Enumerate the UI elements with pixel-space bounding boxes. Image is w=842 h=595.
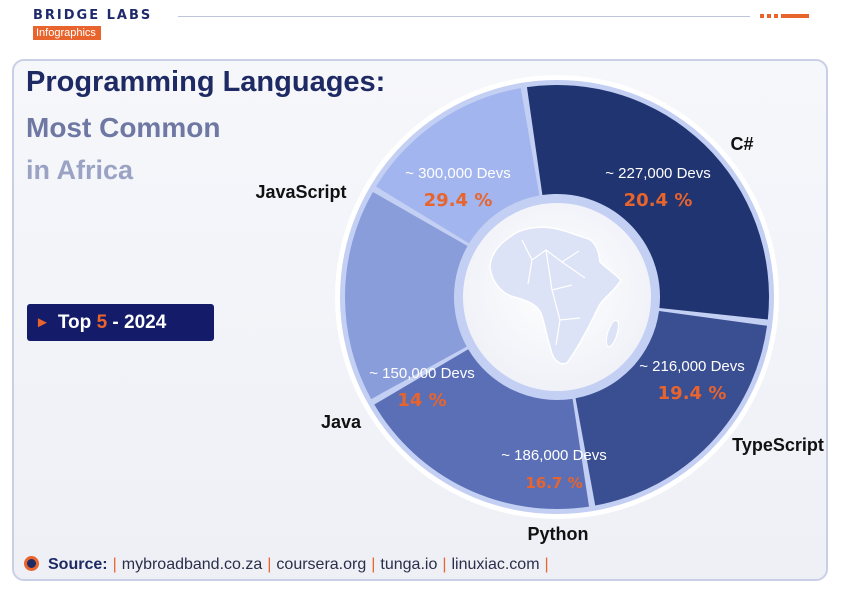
dev-count-label: ~ 227,000 Devs <box>605 165 711 182</box>
badge-suffix: - 2024 <box>112 312 167 333</box>
brand-name: BRIDGE LABS <box>33 8 153 23</box>
category-label: TypeScript <box>732 435 824 455</box>
donut-slice-javascript <box>526 85 769 320</box>
top-badge: ► Top 5 - 2024 <box>27 304 214 341</box>
percent-label: 20.4 % <box>624 190 693 211</box>
brand-logo: BRIDGE LABS Infographics <box>33 8 152 41</box>
source-footer: Source: | mybroadband.co.za | coursera.org | t… <box>24 556 554 574</box>
percent-label: 16.7 % <box>525 474 582 492</box>
donut-slice-c- <box>575 310 768 506</box>
dev-count-label: ~ 186,000 Devs <box>501 447 607 464</box>
category-label: Java <box>321 412 362 432</box>
percent-label: 14 % <box>397 390 446 411</box>
brand-tagline: Infographics <box>33 26 101 40</box>
dev-count-label: ~ 216,000 Devs <box>639 358 745 375</box>
header-decoration <box>760 14 812 32</box>
dev-count-label: ~ 150,000 Devs <box>369 365 475 382</box>
source-item-2: coursera.org <box>276 556 367 573</box>
header-divider <box>178 16 750 17</box>
page-subtitle: Most Common <box>26 112 221 143</box>
source-item-3: tunga.io <box>380 556 438 573</box>
badge-prefix: Top <box>57 312 92 333</box>
category-label: Python <box>528 524 589 544</box>
page-title: Programming Languages: <box>26 66 386 98</box>
source-item-1: mybroadband.co.za <box>121 556 263 573</box>
africa-map-icon <box>489 226 622 365</box>
madagascar-icon <box>605 319 620 348</box>
dev-count-label: ~ 300,000 Devs <box>405 165 511 182</box>
source-bullet-icon <box>24 556 39 571</box>
page-subtitle-region: in Africa <box>26 155 134 185</box>
arrow-right-icon: ► <box>35 314 50 331</box>
category-label: JavaScript <box>255 182 346 202</box>
source-item-4: linuxiac.com <box>451 556 540 573</box>
donut-slice-python <box>345 191 468 400</box>
category-label: C# <box>730 134 753 154</box>
badge-number: 5 <box>96 312 108 333</box>
donut-slice-java <box>376 88 540 244</box>
percent-label: 29.4 % <box>424 190 493 211</box>
source-label: Source: <box>48 556 108 573</box>
percent-label: 19.4 % <box>658 383 727 404</box>
donut-slice-typescript <box>374 349 590 509</box>
